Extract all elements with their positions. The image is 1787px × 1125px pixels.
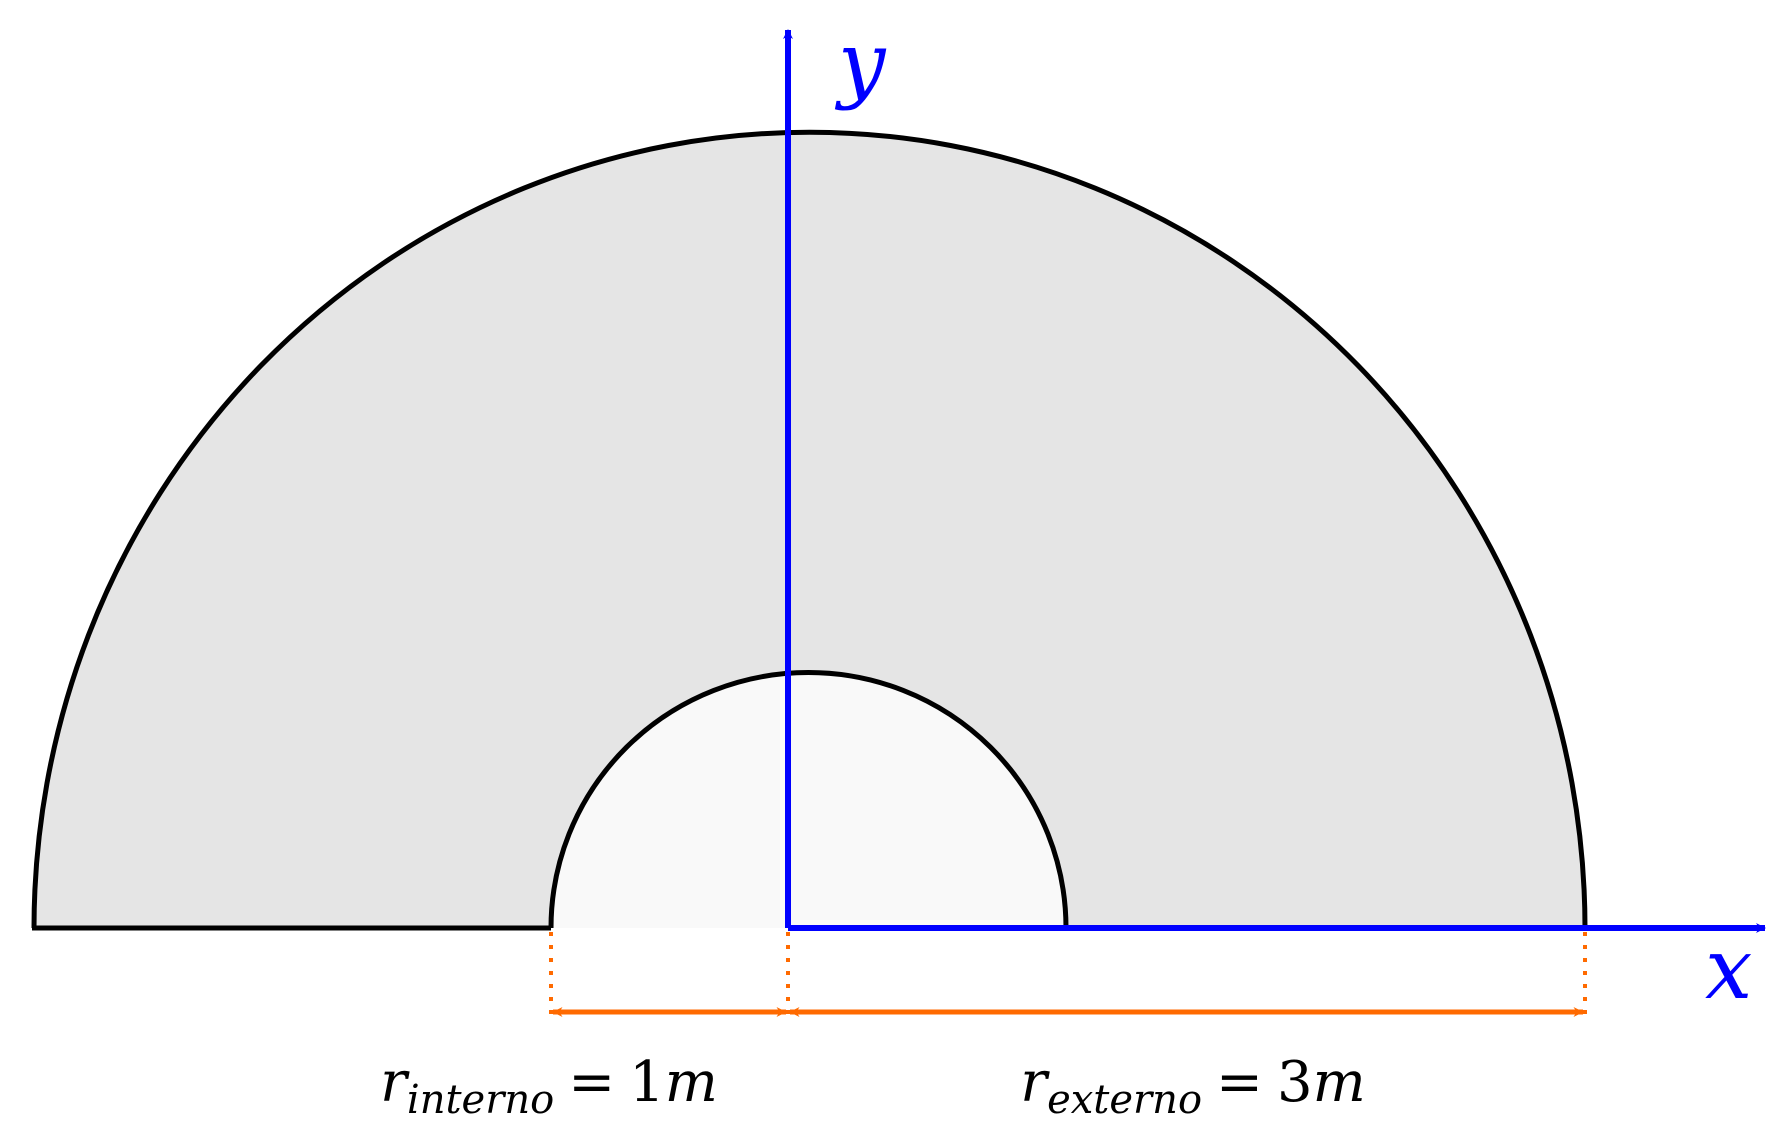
x-axis-label: x [1705, 920, 1752, 1018]
inner-half-disc-fill [551, 672, 1066, 928]
outer-radius-subscript: externo [1047, 1077, 1202, 1123]
inner-radius-subscript: interno [407, 1077, 554, 1123]
outer-radius-symbol: r [1020, 1050, 1050, 1115]
outer-radius-label: rexterno = 3m [1020, 1050, 1365, 1123]
inner-radius-value: 1 [629, 1050, 665, 1115]
inner-arc [548, 670, 1069, 929]
inner-radius-label: rinterno = 1m [380, 1050, 718, 1123]
inner-radius-unit: m [665, 1050, 718, 1115]
inner-radius-equals: = [568, 1050, 615, 1115]
outer-radius-unit: m [1313, 1050, 1366, 1115]
outer-arc [31, 129, 1588, 929]
outer-half-disc-fill [34, 132, 1585, 928]
outer-radius-value: 3 [1277, 1050, 1313, 1115]
outer-radius-equals: = [1216, 1050, 1263, 1115]
y-axis-label: y [834, 14, 887, 112]
inner-radius-symbol: r [380, 1050, 410, 1115]
